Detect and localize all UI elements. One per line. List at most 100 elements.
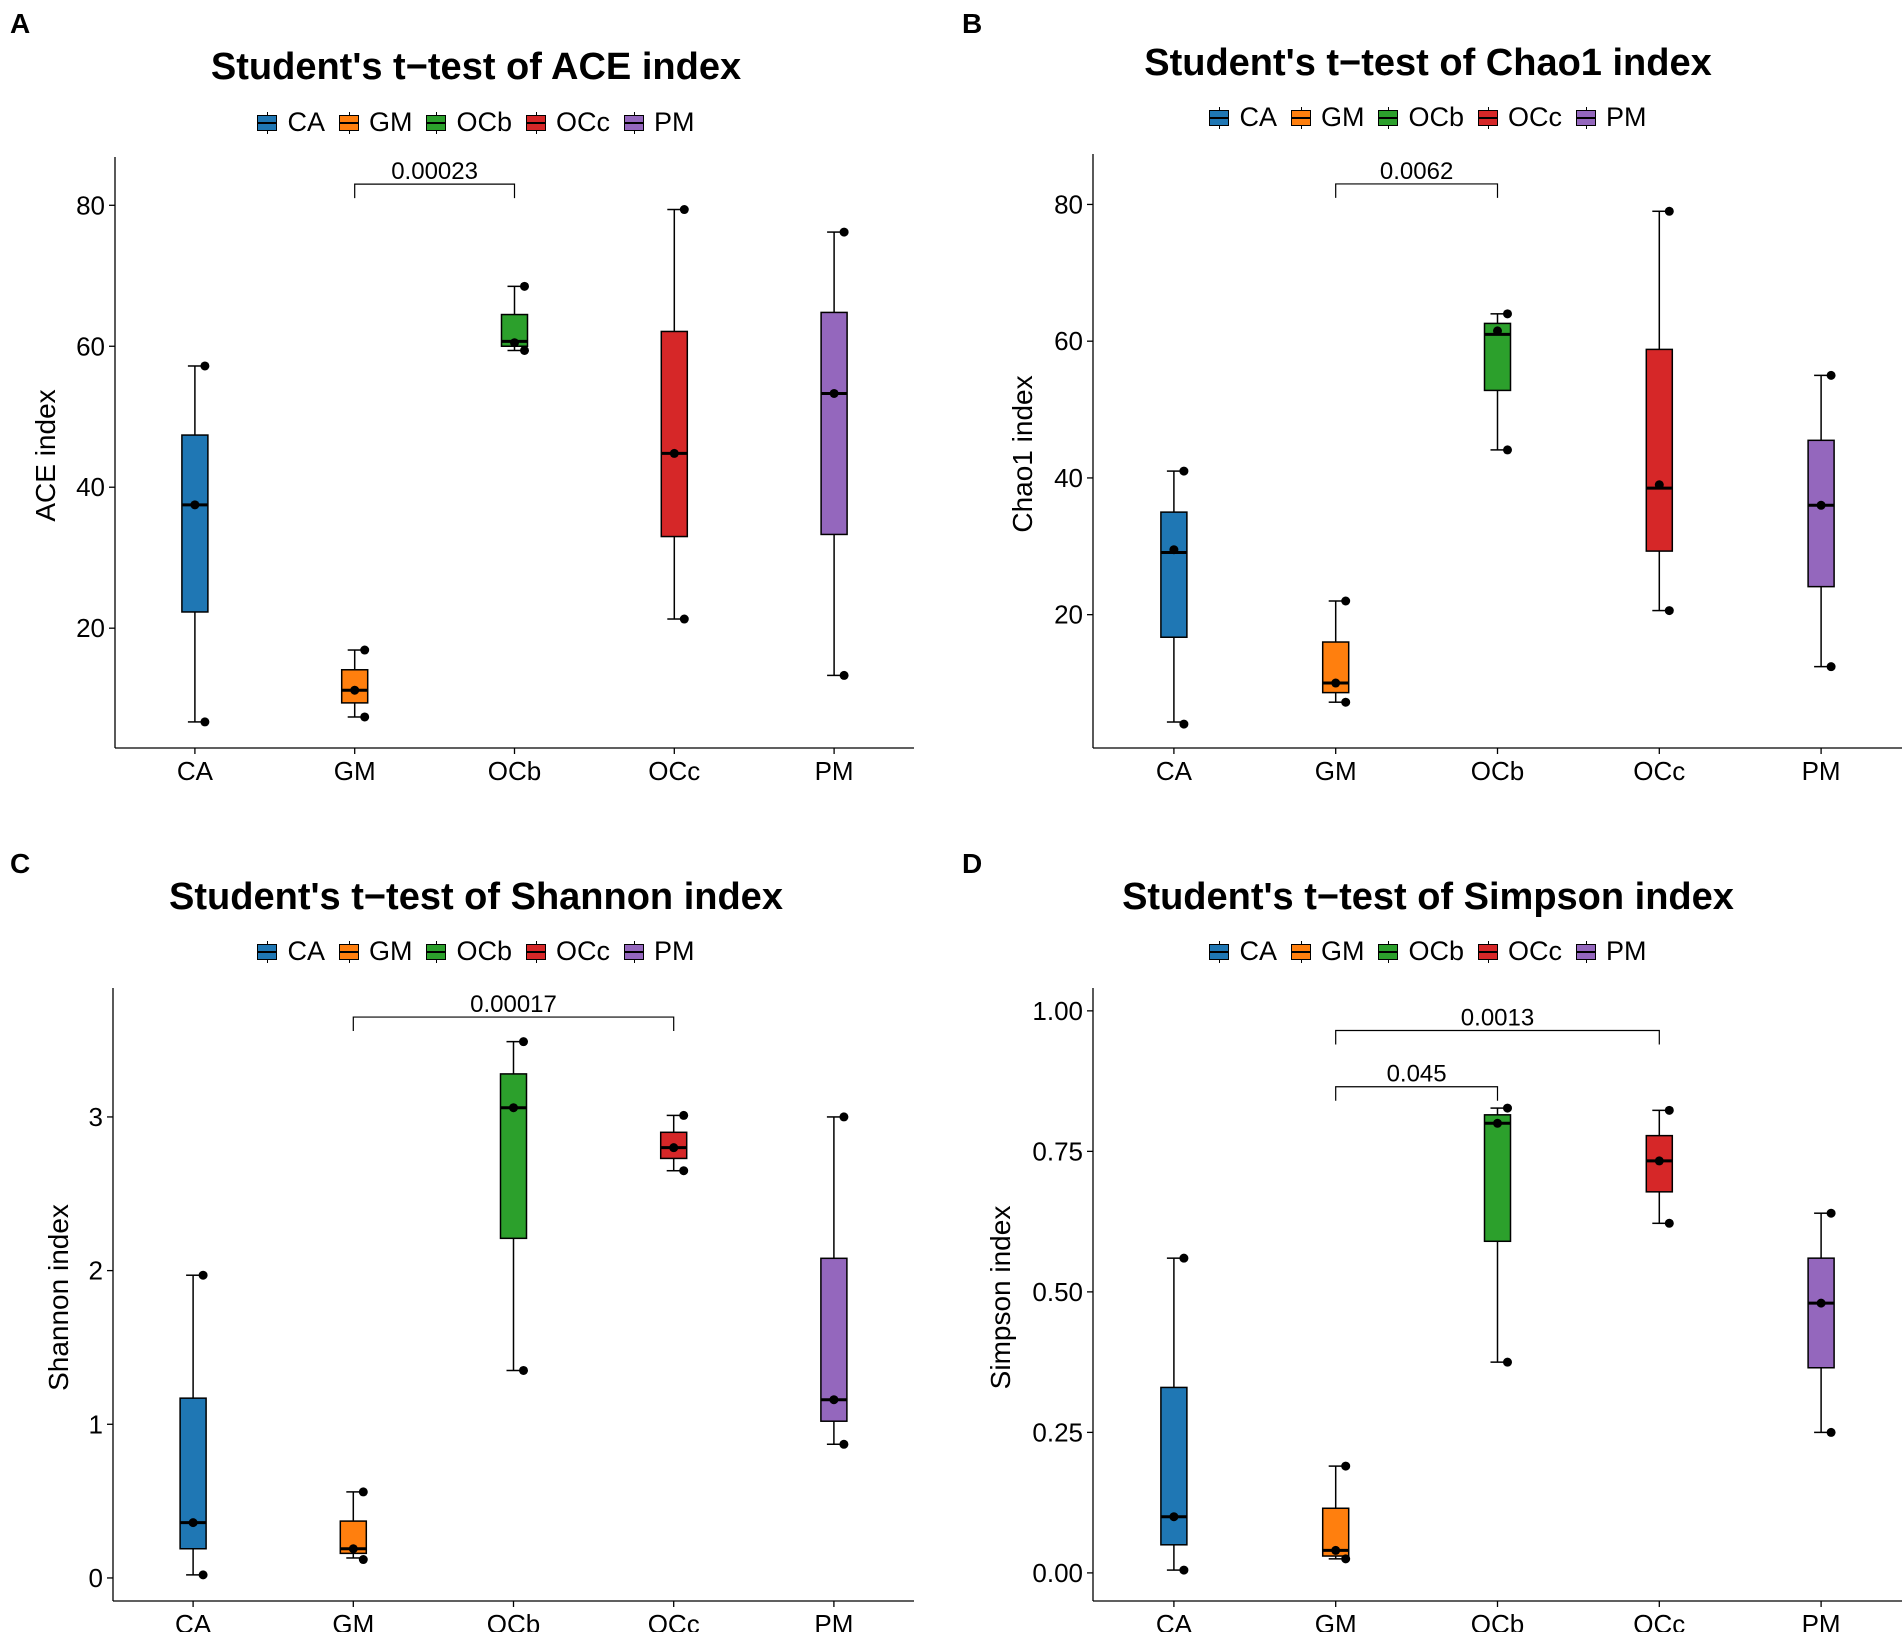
x-tick-label: PM (1802, 756, 1841, 786)
data-point (1826, 1208, 1836, 1218)
legend-key-ca-icon (1209, 940, 1231, 963)
legend-item-gm: GM (1290, 936, 1364, 967)
significance-bracket (1335, 1029, 1660, 1045)
x-tick-label: OCc (1633, 1609, 1685, 1632)
data-point (1664, 206, 1674, 216)
data-point (520, 345, 529, 355)
legend-item-gm: GM (338, 936, 412, 967)
data-point (679, 614, 689, 624)
legend-item-ca: CA (1209, 936, 1277, 967)
plot-area: 0 1 2 3 CA GM OCb OCc PM Shannon index 0.00017 (43, 988, 914, 1632)
x-tick-label: OCc (648, 1609, 700, 1632)
legend-item-gm: GM (1290, 102, 1364, 133)
data-point (1179, 1565, 1189, 1575)
data-point (1816, 1298, 1826, 1308)
data-point (200, 717, 210, 727)
box-pm (1807, 439, 1835, 588)
legend-label: OCb (1408, 936, 1465, 966)
box-pm (820, 311, 848, 536)
y-axis-label: ACE index (30, 389, 61, 521)
legend-item-ca: CA (257, 936, 325, 967)
significance-bracket (1335, 1086, 1499, 1101)
data-point (1816, 500, 1826, 510)
p-value-label: 0.00017 (470, 991, 557, 1018)
data-point (1179, 719, 1189, 729)
box-occ (660, 330, 689, 538)
legend-key-ca-icon (257, 940, 279, 963)
data-point (1169, 1512, 1179, 1522)
box-occ (1645, 348, 1674, 552)
y-tick-label: 80 (1054, 189, 1083, 219)
y-tick-label: 0.25 (1032, 1417, 1083, 1447)
legend: CA GM OCb OCc PM (952, 936, 1904, 967)
data-point (1331, 678, 1341, 688)
box-pm (1807, 1257, 1835, 1369)
data-point (1493, 1118, 1502, 1128)
legend-key-pm-icon (624, 940, 646, 963)
y-tick-label: 0.50 (1032, 1277, 1083, 1307)
x-tick-label: CA (175, 1609, 212, 1632)
data-point (1179, 466, 1189, 476)
p-value-label: 0.0013 (1461, 1005, 1534, 1032)
x-tick-label: CA (177, 756, 214, 786)
y-tick-label: 80 (76, 190, 105, 220)
data-point (679, 1166, 689, 1176)
legend-label: OCb (1408, 102, 1465, 132)
x-tick-label: OCb (487, 1609, 540, 1632)
x-tick-label: PM (815, 756, 854, 786)
data-point (519, 1365, 528, 1375)
data-point (839, 227, 849, 237)
legend-label: OCb (456, 936, 513, 966)
legend-label: OCc (556, 107, 611, 137)
legend-item-ocb: OCb (426, 936, 512, 967)
data-point (1503, 1103, 1512, 1113)
y-tick-label: 20 (76, 613, 105, 643)
legend-label: GM (368, 107, 413, 137)
legend-key-ca-icon (1209, 106, 1231, 129)
legend-item-ca: CA (257, 107, 325, 138)
data-point (1664, 1218, 1674, 1228)
data-point (1331, 1545, 1341, 1555)
significance-bracket (354, 183, 516, 199)
panel-letter: C (10, 848, 31, 879)
legend-item-occ: OCc (526, 936, 610, 967)
legend: CA GM OCb OCc PM (0, 107, 952, 138)
y-axis-label: Simpson index (985, 1206, 1016, 1390)
data-point (519, 1037, 528, 1047)
data-point (1654, 480, 1664, 490)
legend-key-pm-icon (1576, 106, 1598, 129)
legend-key-pm-icon (624, 111, 646, 134)
x-tick-label: OCb (1471, 756, 1524, 786)
data-point (1503, 1357, 1512, 1367)
data-point (839, 670, 849, 680)
legend-item-gm: GM (338, 107, 413, 138)
legend-key-gm-icon (338, 111, 361, 134)
legend-label: PM (654, 107, 695, 137)
y-tick-label: 0.75 (1032, 1136, 1083, 1166)
legend-label: CA (1239, 936, 1277, 966)
legend-label: OCc (1508, 936, 1563, 966)
plot-area: 0.00 0.25 0.50 0.75 1.00 CA GM OCb OCc PM Simpson … (985, 988, 1902, 1632)
plot-area: 20 40 60 80 CA GM OCb OCc PM Chao1 index 0.0062 (1007, 154, 1902, 786)
x-tick-label: GM (332, 1609, 374, 1632)
p-value-label: 0.0062 (1380, 158, 1453, 185)
legend-item-pm: PM (1576, 936, 1647, 967)
y-tick-label: 60 (1054, 326, 1083, 356)
legend-label: PM (1606, 102, 1647, 132)
data-point (358, 1555, 368, 1565)
data-point (188, 1518, 198, 1528)
data-point (1664, 1105, 1674, 1115)
data-point (1826, 662, 1836, 672)
legend-key-ocb-icon (426, 940, 448, 963)
data-point (1341, 1461, 1351, 1471)
x-tick-label: GM (1315, 756, 1357, 786)
y-tick-label: 1 (89, 1409, 103, 1439)
data-point (1503, 445, 1512, 455)
y-axis-label: Shannon index (43, 1204, 74, 1391)
chart-title: Student's t−test of Shannon index (169, 876, 783, 918)
data-point (198, 1570, 208, 1580)
data-point (839, 1439, 849, 1449)
legend-key-gm-icon (1290, 106, 1313, 129)
legend-item-ocb: OCb (1378, 936, 1464, 967)
x-tick-label: OCb (488, 756, 541, 786)
